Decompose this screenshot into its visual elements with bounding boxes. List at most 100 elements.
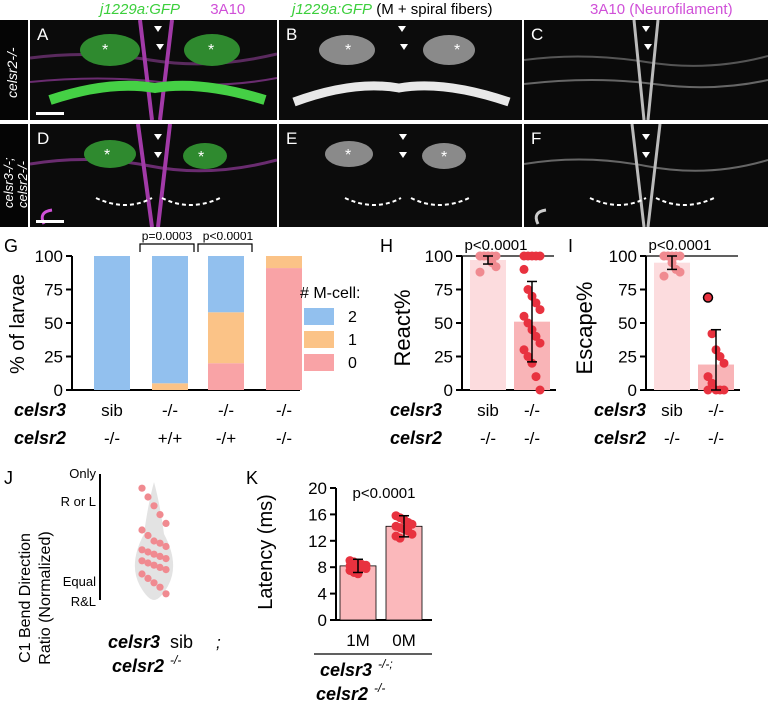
g-ytick-label-1: 25 xyxy=(44,348,63,367)
h-x-mut: -/- xyxy=(524,401,540,420)
col1-header: j1229a:GFP 3A10 xyxy=(100,0,245,20)
g-legend-label-1: 1 xyxy=(348,332,357,349)
g-geno-r2-c2: +/+ xyxy=(158,429,183,448)
j-point-3 xyxy=(156,511,164,519)
g-pvalue-2: p<0.0001 xyxy=(203,232,254,243)
h-ytick-label-1: 25 xyxy=(434,348,453,367)
h-point-1-19 xyxy=(535,385,545,395)
i-point-1-4 xyxy=(719,358,729,368)
g-ytick-label-3: 75 xyxy=(44,281,63,300)
panel-letter-h: H xyxy=(380,236,393,256)
k-geno-line1-sup: -/-; xyxy=(378,657,393,671)
g-legend-swatch-0 xyxy=(304,354,334,371)
g-bar-0-series-2 xyxy=(94,256,130,390)
g-ylabel: % of larvae xyxy=(7,274,29,374)
g-geno-r1-c2: -/- xyxy=(162,401,178,420)
i-bar-0 xyxy=(654,262,690,390)
image-panel-c: C xyxy=(524,20,768,120)
k-geno-line2: celsr2 xyxy=(316,684,368,704)
j-point-16 xyxy=(144,559,152,567)
k-ytick-label-3: 12 xyxy=(308,532,327,551)
k-ytick-label-0: 0 xyxy=(318,611,327,630)
j-point-19 xyxy=(162,566,170,574)
g-significance-brackets xyxy=(139,243,253,252)
col2-rest-label: (M + spiral fibers) xyxy=(376,1,493,18)
i-row1-label: celsr3 xyxy=(594,400,646,420)
k-ytick-label-4: 16 xyxy=(308,505,327,524)
row-label-top: celsr2-/- xyxy=(0,20,28,120)
j-ylabel-line1: C1 Bend Direction xyxy=(17,533,34,663)
col3-header: 3A10 (Neurofilament) xyxy=(590,1,733,18)
i-ytick-label-4: 100 xyxy=(609,247,637,266)
h-bar-0 xyxy=(470,260,506,390)
k-ylabel: Latency (ms) xyxy=(255,494,277,610)
row-label-bottom-line1: celsr3-/-; xyxy=(1,157,16,208)
panel-letter-a: A xyxy=(37,25,49,44)
g-bar-2-series-0 xyxy=(208,363,244,390)
k-geno-line1: celsr3 xyxy=(320,660,372,680)
k-pvalue: p<0.0001 xyxy=(353,485,416,502)
panel-j-chart: C1 Bend Direction Ratio (Normalized) Onl… xyxy=(17,466,221,676)
col2-header: j1229a:GFP (M + spiral fibers) xyxy=(292,0,493,20)
h-point-1-15 xyxy=(519,345,529,355)
h-geno2-sib: -/- xyxy=(480,429,496,448)
i-point-1-1 xyxy=(707,329,717,339)
j-x-sib: sib xyxy=(170,632,193,652)
h-point-1-10 xyxy=(519,311,529,321)
j-point-7 xyxy=(150,537,158,545)
k-point-1-9 xyxy=(407,529,417,539)
i-ylabel: Escape% xyxy=(572,282,597,375)
panel-g-chart: % of larvae 0 25 50 75 100 p=0.0003 p<0.0001… xyxy=(7,232,360,448)
k-point-0-9 xyxy=(361,564,371,574)
j-ylabel-line2: Ratio (Normalized) xyxy=(37,531,54,664)
h-point-0-4 xyxy=(491,251,501,261)
h-point-1-8 xyxy=(531,298,541,308)
j-bottom-label-2: R&L xyxy=(71,594,96,609)
panel-letter-i: I xyxy=(568,236,574,256)
k-bar-1 xyxy=(385,525,423,621)
svg-text:*: * xyxy=(441,149,447,166)
panel-i-chart: Escape% p<0.0001 0 25 50 75 100 celsr3 celsr… xyxy=(572,237,740,448)
svg-text:*: * xyxy=(104,147,110,164)
panel-letter-g: G xyxy=(4,236,19,256)
i-ytick-label-2: 50 xyxy=(618,314,637,333)
g-legend-title: # M-cell: xyxy=(300,285,360,302)
j-point-15 xyxy=(138,557,146,565)
g-geno-r2-c1: -/- xyxy=(104,429,120,448)
j-x-line2-sup: -/- xyxy=(170,653,181,667)
j-point-12 xyxy=(150,550,158,558)
h-x-sib: sib xyxy=(477,401,499,420)
j-semicolon: ; xyxy=(216,633,221,652)
k-geno-line2-sup: -/- xyxy=(374,681,385,695)
j-point-1 xyxy=(144,493,152,501)
svg-text:*: * xyxy=(102,42,108,59)
g-ytick-label-2: 50 xyxy=(44,314,63,333)
g-pvalue-1: p=0.0003 xyxy=(142,232,193,243)
image-panel-e: * * E xyxy=(279,124,522,227)
i-x-mut: -/- xyxy=(708,401,724,420)
j-top-label-1: Only xyxy=(69,466,96,481)
g-bar-2-series-1 xyxy=(208,312,244,364)
panel-letter-b: B xyxy=(286,25,298,44)
panel-letter-f: F xyxy=(531,129,542,148)
i-pvalue: p<0.0001 xyxy=(649,237,712,254)
panel-letter-e: E xyxy=(286,129,298,148)
panel-b-image: * * xyxy=(279,20,522,120)
k-ytick-label-5: 20 xyxy=(308,479,327,498)
j-point-24 xyxy=(162,590,170,598)
g-legend-label-2: 2 xyxy=(348,309,357,326)
image-panel-a: * * A xyxy=(30,20,277,120)
j-point-22 xyxy=(150,579,158,587)
row-label-top-text: celsr2-/- xyxy=(4,47,20,98)
i-point-0-10 xyxy=(659,271,669,281)
i-point-1-0 xyxy=(702,292,714,303)
j-point-11 xyxy=(144,548,152,556)
j-point-14 xyxy=(162,555,170,563)
panel-a-image: * * xyxy=(30,20,277,120)
g-ytick-label-4: 100 xyxy=(35,247,63,266)
i-ytick-label-3: 75 xyxy=(618,281,637,300)
i-point-1-9 xyxy=(719,385,729,395)
g-geno-r1-c3: -/- xyxy=(218,401,234,420)
i-x-sib: sib xyxy=(661,401,683,420)
i-point-1-6 xyxy=(707,378,717,388)
